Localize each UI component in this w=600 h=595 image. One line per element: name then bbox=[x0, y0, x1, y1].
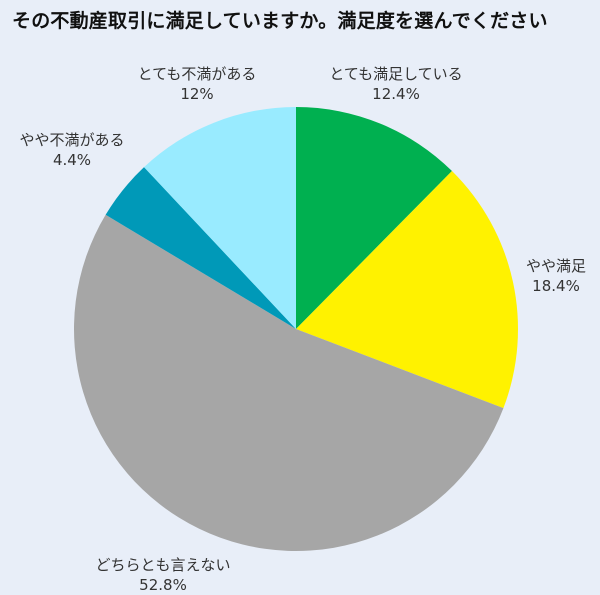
label-somewhat-dissatisfied: やや不満がある 4.4% bbox=[19, 130, 124, 170]
slice-value: 52.8% bbox=[139, 576, 187, 594]
slice-value: 12% bbox=[180, 85, 214, 103]
slice-label: とても不満がある bbox=[137, 65, 257, 83]
slice-value: 18.4% bbox=[532, 277, 580, 295]
label-somewhat-satisfied: やや満足 18.4% bbox=[526, 256, 586, 296]
chart-title: その不動産取引に満足していますか。満足度を選んでください bbox=[12, 10, 548, 32]
pie-slice-0 bbox=[296, 107, 452, 329]
slice-label: やや満足 bbox=[525, 257, 587, 275]
pie-slice-3 bbox=[105, 167, 296, 329]
pie-slice-4 bbox=[144, 107, 296, 329]
slice-label: とても満足している bbox=[329, 65, 463, 83]
slice-label: どちらとも言えない bbox=[95, 556, 231, 574]
slice-value: 12.4% bbox=[372, 85, 420, 103]
slice-value: 4.4% bbox=[52, 151, 92, 169]
pie-slice-1 bbox=[296, 171, 518, 409]
slice-label: やや不満がある bbox=[19, 131, 125, 149]
label-very-dissatisfied: とても不満がある 12% bbox=[138, 64, 257, 104]
label-neutral: どちらとも言えない 52.8% bbox=[95, 555, 230, 595]
pie-slice-2 bbox=[73, 214, 504, 552]
label-very-satisfied: とても満足している 12.4% bbox=[329, 64, 462, 104]
